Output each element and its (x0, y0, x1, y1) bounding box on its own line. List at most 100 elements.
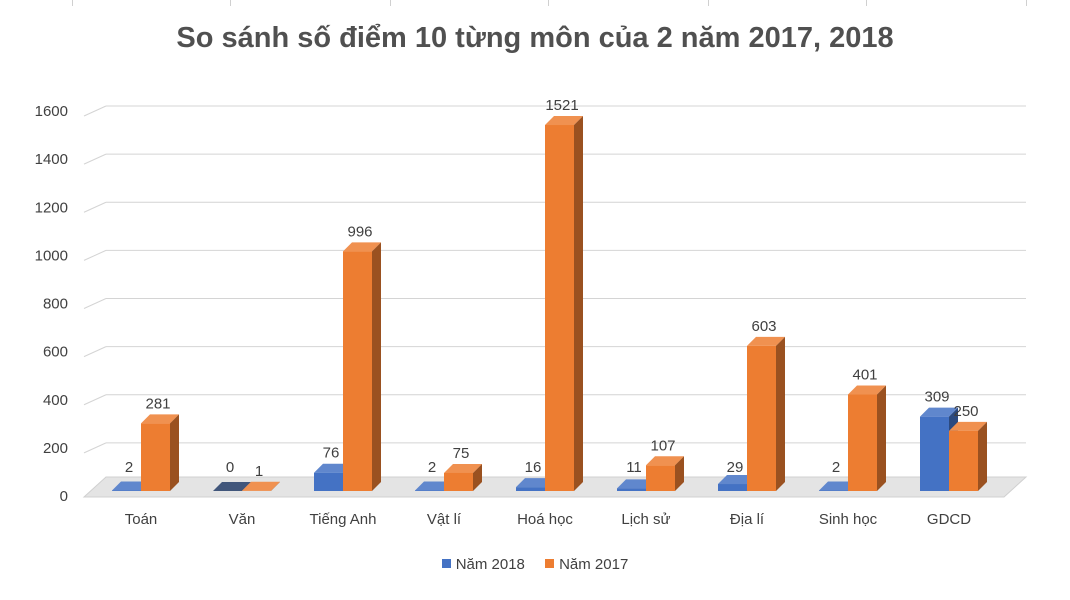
bar-top-face (213, 482, 251, 491)
y-tick-label: 1200 (35, 199, 68, 216)
data-label: 250 (953, 403, 978, 420)
legend-swatch-2017 (545, 558, 555, 568)
bar-top-face (516, 478, 554, 488)
bar-2017 (545, 116, 583, 492)
bar-top-face (718, 475, 756, 485)
bar-top-face (112, 481, 150, 491)
bar-front-face (516, 487, 545, 491)
bar-top-face (545, 116, 583, 126)
data-label: 281 (145, 395, 170, 412)
y-tick-label: 400 (43, 392, 68, 409)
gridline-slant (83, 394, 107, 406)
y-tick-label: 0 (60, 488, 68, 505)
category-label: Vật lí (427, 511, 462, 528)
data-label: 1521 (545, 97, 578, 114)
data-label: 603 (751, 318, 776, 335)
category-label: Địa lí (730, 511, 765, 528)
bar-front-face (949, 430, 978, 491)
gridline-slant (83, 249, 107, 261)
y-tick-label: 600 (43, 344, 68, 361)
category-label: Sinh học (819, 511, 878, 528)
category-labels: Toán Văn Tiếng Anh Vật lí Hoá học Lịch sử Địa … (125, 511, 972, 528)
bar-side-face (776, 336, 785, 491)
bar-front-face (646, 465, 675, 491)
bar-top-face (343, 242, 381, 252)
y-tick-label: 200 (43, 440, 68, 457)
bar-top-face (242, 481, 280, 491)
bar-top-face (819, 481, 857, 491)
y-tick-label: 1000 (35, 247, 68, 264)
bar-front-face (314, 472, 343, 491)
bar-2018 (920, 407, 958, 491)
bar-2017 (242, 481, 280, 491)
data-label: 107 (650, 437, 675, 454)
category-label: Lịch sử (621, 511, 670, 528)
bar-front-face (545, 125, 574, 492)
category-label: Văn (229, 511, 256, 528)
data-label: 309 (924, 389, 949, 406)
bar-top-face (747, 336, 785, 346)
legend-label-2017: Năm 2017 (559, 556, 629, 573)
gridline-slant (83, 153, 107, 165)
bar-2017 (444, 463, 482, 491)
data-label: 75 (453, 445, 470, 462)
bar-side-face (473, 463, 482, 491)
bar-side-face (978, 421, 987, 491)
legend-swatch-2018 (441, 558, 451, 568)
data-label: 29 (727, 459, 744, 476)
bar-front-face (920, 416, 949, 491)
gridline-slant (83, 105, 107, 117)
bar-2017 (646, 456, 684, 491)
bar-top-face (617, 479, 655, 489)
bar-side-face (574, 116, 583, 492)
bar-side-face (271, 481, 280, 491)
data-label: 2 (125, 459, 133, 476)
bar-side-face (675, 456, 684, 491)
category-label: Hoá học (517, 511, 573, 528)
bar-front-face (718, 484, 747, 491)
bar-2017 (343, 242, 381, 491)
data-label: 401 (852, 367, 877, 384)
bar-side-face (877, 385, 886, 491)
y-tick-label: 1400 (35, 151, 68, 168)
legend-item-2018[interactable]: Năm 2018 (441, 556, 525, 573)
bar-front-face (444, 472, 473, 491)
gridline-slant (83, 442, 107, 454)
data-label: 76 (323, 445, 340, 462)
bar-2018 (213, 482, 251, 491)
bar-2017 (141, 414, 179, 491)
y-tick-label: 800 (43, 296, 68, 313)
data-label: 16 (525, 459, 542, 476)
bar-top-face (141, 414, 179, 424)
bar-front-face (617, 488, 646, 491)
bar-top-face (646, 456, 684, 466)
bar-top-face (949, 421, 987, 431)
bar-top-face (920, 407, 958, 417)
bar-top-face (848, 385, 886, 395)
legend-item-2017[interactable]: Năm 2017 (545, 556, 628, 573)
data-label: 0 (226, 459, 234, 476)
y-tick-label: 1600 (35, 103, 68, 120)
data-label: 11 (626, 459, 642, 476)
bar-top-face (444, 463, 482, 473)
data-label: 1 (255, 463, 263, 480)
bar-front-face (848, 394, 877, 491)
y-axis-ticks: 0 200 400 600 800 1000 1200 1400 1600 (35, 103, 68, 505)
category-label: Toán (125, 511, 158, 528)
bar-front-face (343, 251, 372, 491)
bar-2017 (747, 336, 785, 491)
gridline-slant (83, 298, 107, 309)
bar-front-face (141, 423, 170, 491)
bar-side-face (372, 242, 381, 491)
category-label: GDCD (927, 511, 971, 528)
chart-title: So sánh số điểm 10 từng môn của 2 năm 20… (176, 22, 894, 54)
bar-side-face (170, 414, 179, 491)
gridline-slant (83, 346, 107, 358)
bar-top-face (314, 463, 352, 473)
gridline-slant (83, 201, 107, 213)
bar-top-face (415, 481, 453, 491)
bar-2017 (848, 385, 886, 491)
data-label: 996 (347, 223, 372, 240)
